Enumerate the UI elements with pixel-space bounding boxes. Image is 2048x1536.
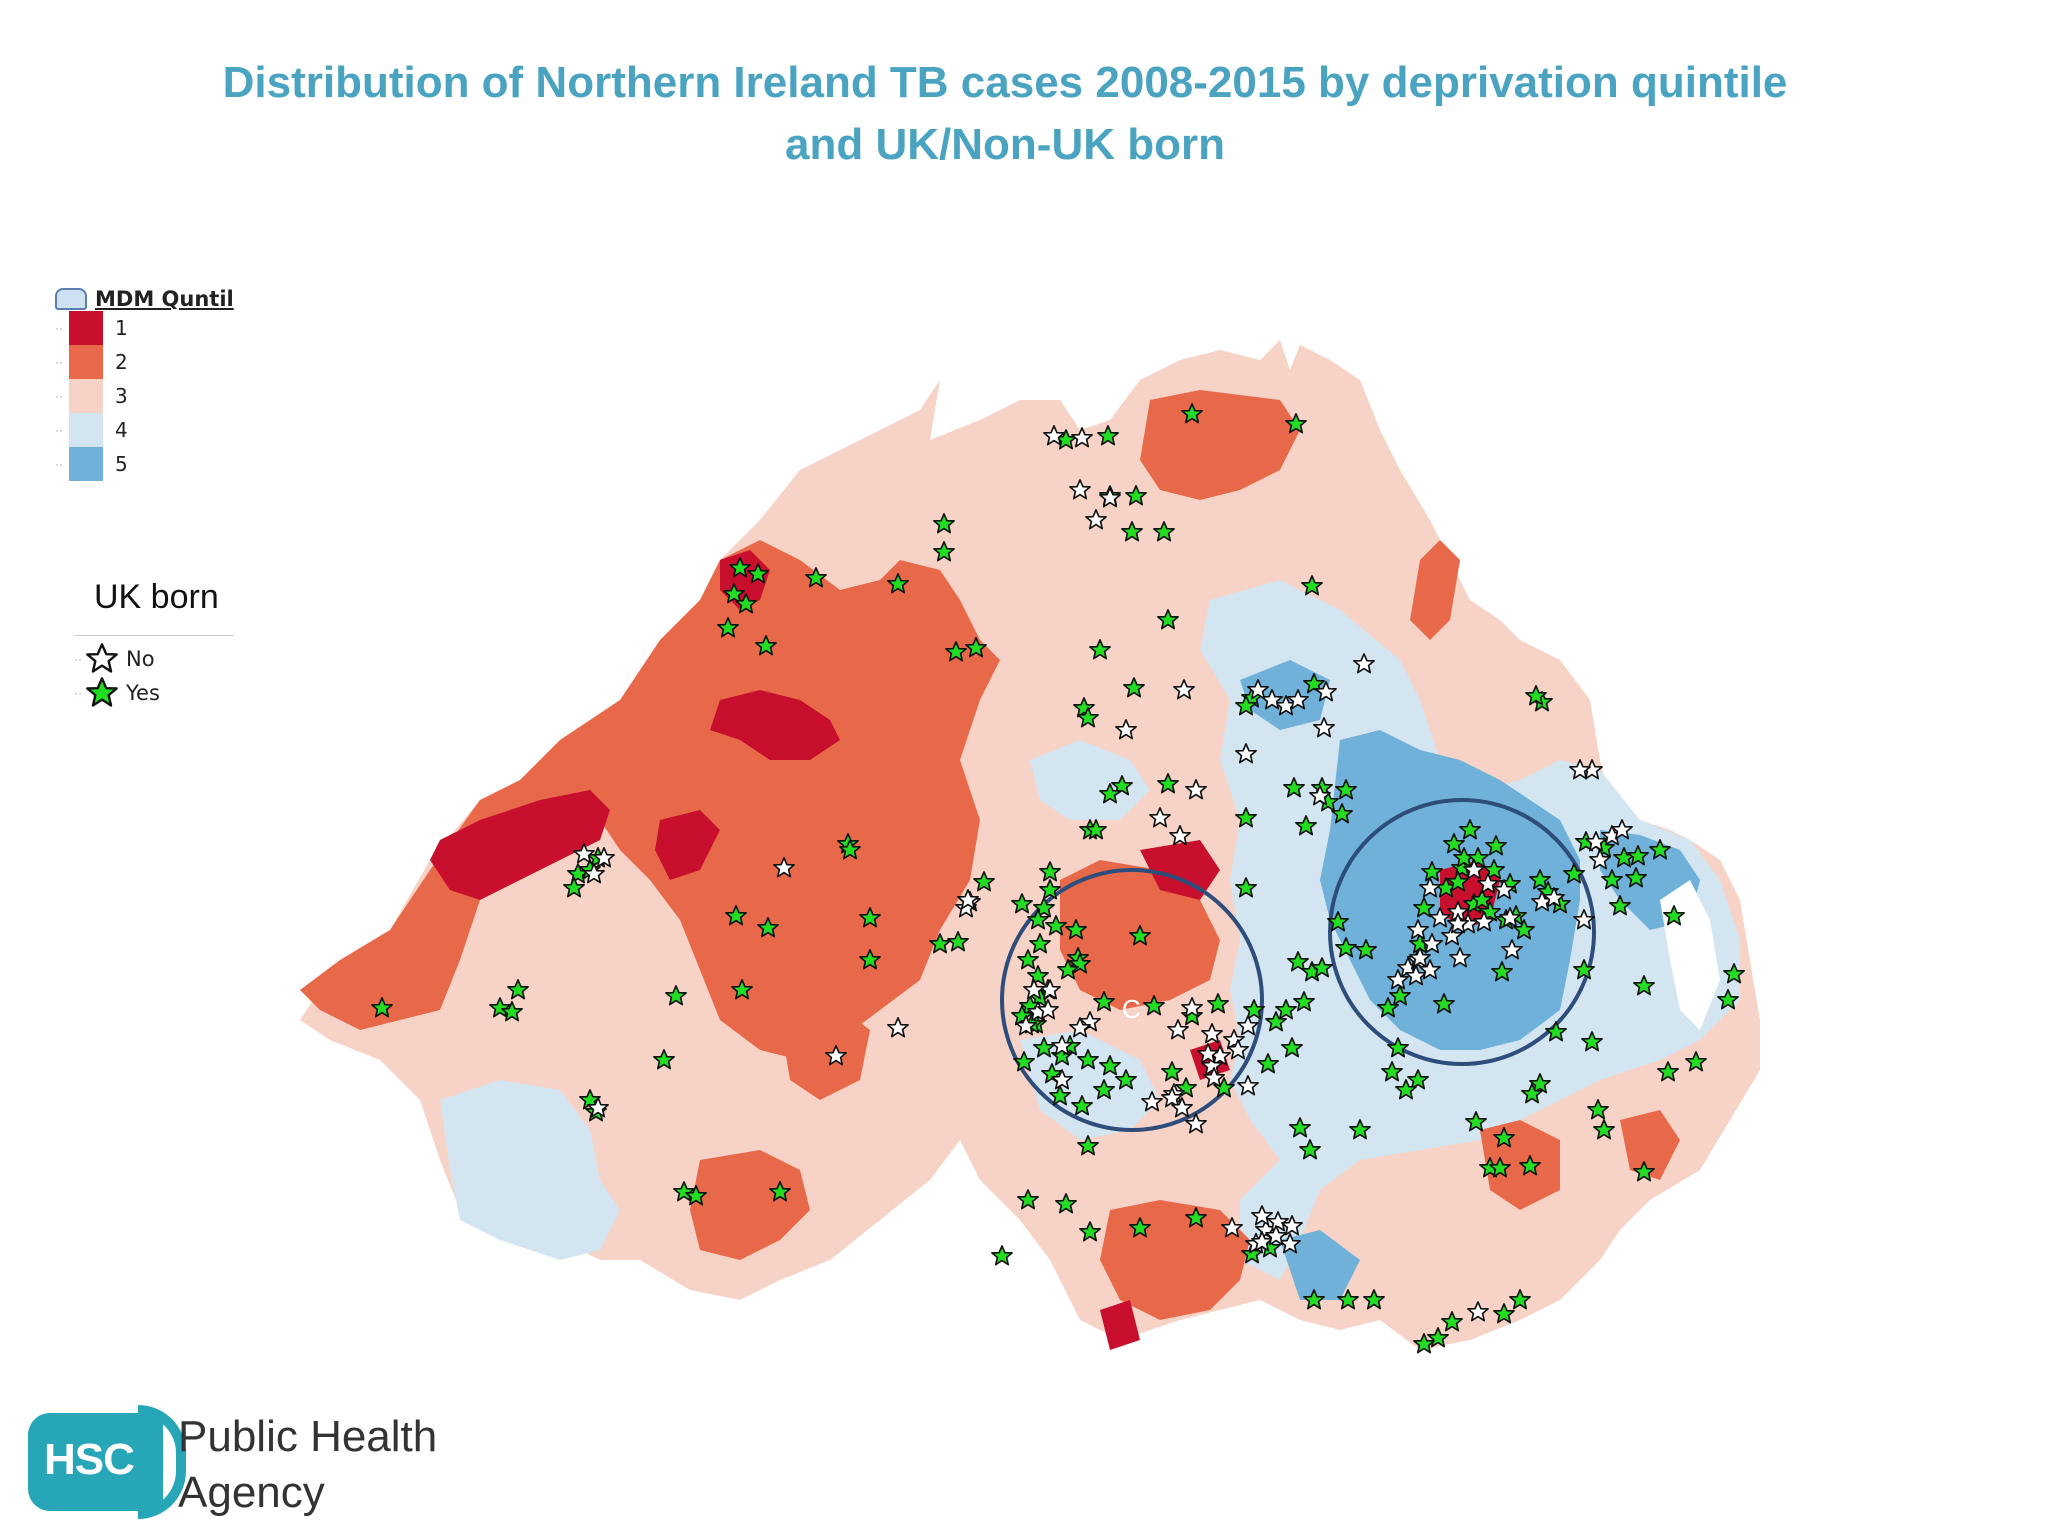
map-region-q5-south [1280, 1230, 1360, 1300]
legend-item-yes-label: Yes [126, 681, 160, 705]
legend-dots: ·· [55, 321, 63, 335]
quintile-label: 2 [115, 350, 128, 374]
map-region-q1-strabane [655, 810, 720, 880]
map-region-q1-dungannon [1140, 840, 1220, 900]
map-region-q4-west [440, 1080, 620, 1260]
map-title-line-1: Distribution of Northern Ireland TB case… [222, 58, 1788, 107]
quintile-legend-item-5: ·· 5 [55, 447, 234, 481]
map-region-q2-north [1140, 390, 1300, 500]
map-region-q1-west [430, 790, 610, 900]
quintile-legend-item-3: ·· 3 [55, 379, 234, 413]
quintile-legend-heading: MDM Quntil [55, 287, 234, 311]
legend-item-yes: ·· Yes [74, 677, 160, 709]
map-region-q2-down [1620, 1110, 1680, 1180]
quintile-legend-item-2: ·· 2 [55, 345, 234, 379]
quintile-label: 3 [115, 384, 128, 408]
white-star-icon [86, 643, 118, 673]
legend-dots: ·· [74, 652, 82, 666]
quintile-swatch [69, 447, 103, 481]
legend-dots: ·· [55, 389, 63, 403]
quintile-label: 1 [115, 316, 128, 340]
quintile-legend-item-1: ·· 1 [55, 311, 234, 345]
quintile-swatch [69, 379, 103, 413]
quintile-label: 4 [115, 418, 128, 442]
map-region-q2-southwest [690, 1150, 810, 1260]
map-region-q2-west [300, 540, 1000, 1060]
legend-dots: ·· [55, 355, 63, 369]
uk-born-legend-title: UK born [94, 578, 219, 616]
cluster-circle-belfast [1328, 798, 1596, 1066]
green-star-icon [86, 677, 118, 707]
map-region-q4-south [1020, 1030, 1160, 1140]
quintile-swatch [69, 311, 103, 345]
map-region-q4-mid [1030, 740, 1150, 820]
hsc-logo: HSC Public Health Agency [28, 1405, 448, 1525]
map-label: C [1122, 994, 1141, 1024]
map-title: Distribution of Northern Ireland TB case… [0, 52, 2010, 176]
logo-line-2: Agency [178, 1468, 325, 1517]
logo-line-1: Public Health [178, 1412, 438, 1461]
legend-dots: ·· [55, 423, 63, 437]
layer-icon [55, 288, 87, 310]
map-region-q2-northeast [1410, 540, 1460, 640]
public-health-agency-text: Public Health Agency [178, 1409, 437, 1521]
map-region-q5-north [1240, 660, 1330, 730]
map-title-line-2: and UK/Non-UK born [785, 120, 1225, 169]
quintile-legend-item-4: ·· 4 [55, 413, 234, 447]
quintile-legend-items: ·· 1 ·· 2 ·· 3 ·· 4 ·· 5 [55, 311, 234, 481]
map-region-q1-newry [1100, 1300, 1140, 1350]
cluster-circle-craigavon [1000, 868, 1264, 1132]
legend-dots: ·· [55, 457, 63, 471]
uk-born-legend-divider [74, 635, 234, 636]
uk-born-case-marker [991, 1245, 1013, 1266]
quintile-label: 5 [115, 452, 128, 476]
map-region-q2-mid [780, 1000, 870, 1100]
quintile-swatch [69, 413, 103, 447]
quintile-legend: MDM Quntil ·· 1 ·· 2 ·· 3 ·· 4 ·· 5 [55, 287, 234, 481]
quintile-swatch [69, 345, 103, 379]
quintile-legend-title: MDM Quntil [95, 287, 234, 311]
legend-item-no-label: No [126, 647, 155, 671]
legend-dots: ·· [74, 686, 82, 700]
map-region-q1-omagh [710, 690, 840, 760]
legend-item-no: ·· No [74, 643, 155, 675]
hsc-mark-text: HSC [44, 1435, 135, 1484]
